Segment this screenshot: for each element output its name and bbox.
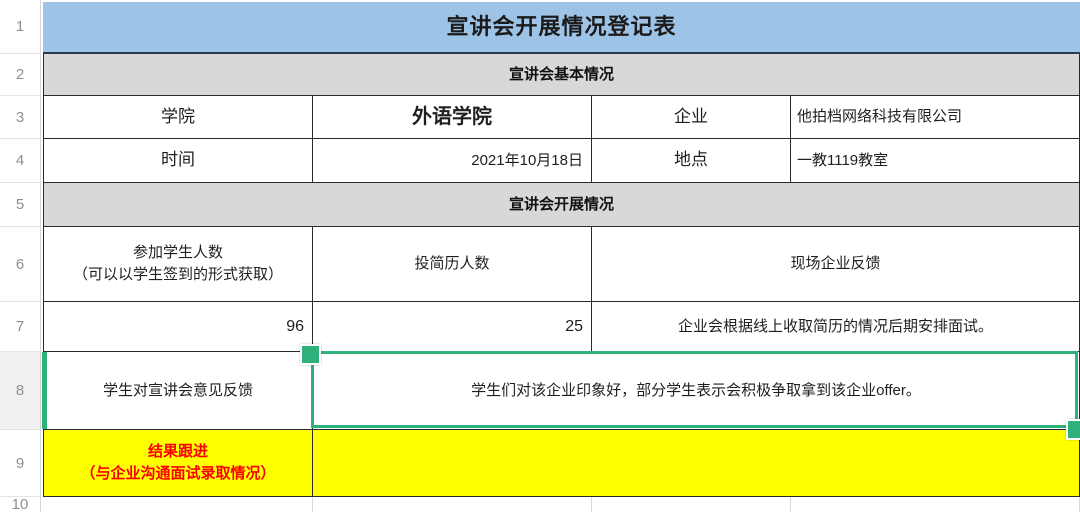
college-label-cell[interactable]: 学院	[43, 96, 313, 139]
result-label-cell[interactable]: 结果跟进 （与企业沟通面试录取情况）	[43, 430, 313, 497]
form-title-cell[interactable]: 宣讲会开展情况登记表	[43, 2, 1080, 54]
row-header-10[interactable]: 10	[0, 496, 41, 512]
section2-header-cell[interactable]: 宣讲会开展情况	[43, 183, 1080, 227]
place-label: 地点	[674, 150, 708, 170]
row-header-5[interactable]: 5	[0, 183, 41, 227]
section1-header-cell[interactable]: 宣讲会基本情况	[43, 54, 1080, 96]
result-label-line1: 结果跟进	[147, 443, 208, 461]
resume-value-cell[interactable]: 25	[313, 302, 592, 352]
opinion-value-cell[interactable]: 学生们对该企业印象好，部分学生表示会积极争取拿到该企业offer。	[313, 352, 1080, 430]
section1-header-label: 宣讲会基本情况	[508, 65, 614, 83]
place-value-cell[interactable]: 一教1119教室	[791, 139, 1080, 183]
opinion-label: 学生对宣讲会意见反馈	[102, 381, 253, 399]
college-value-cell[interactable]: 外语学院	[313, 96, 592, 139]
company-value-cell[interactable]: 他拍档网络科技有限公司	[791, 96, 1080, 139]
time-label: 时间	[161, 150, 195, 170]
place-label-cell[interactable]: 地点	[592, 139, 791, 183]
college-label: 学院	[161, 106, 195, 126]
selection-handle-bottom-right[interactable]	[1066, 419, 1080, 440]
form-title: 宣讲会开展情况登记表	[446, 14, 677, 40]
row-header-6[interactable]: 6	[0, 227, 41, 302]
company-label-cell[interactable]: 企业	[592, 96, 791, 139]
result-value-cell[interactable]	[313, 430, 1080, 497]
row-header-9[interactable]: 9	[0, 430, 41, 497]
feedback-value: 企业会根据线上收取简历的情况后期安排面试。	[677, 317, 993, 335]
empty-cell-b10[interactable]	[313, 497, 592, 512]
attend-header-cell[interactable]: 参加学生人数 （可以以学生签到的形式获取）	[43, 227, 313, 302]
attend-value-cell[interactable]: 96	[43, 302, 313, 352]
resume-header-cell[interactable]: 投简历人数	[313, 227, 592, 302]
place-value: 一教1119教室	[797, 151, 889, 169]
row-header-8[interactable]: 8	[0, 352, 41, 430]
company-label: 企业	[674, 106, 708, 126]
attend-header-line1: 参加学生人数	[132, 244, 223, 262]
feedback-header: 现场企业反馈	[790, 255, 881, 273]
result-label-line2: （与企业沟通面试录取情况）	[80, 465, 276, 482]
time-label-cell[interactable]: 时间	[43, 139, 313, 183]
time-value: 2021年10月18日	[471, 151, 583, 169]
selection-handle-top-left[interactable]	[300, 344, 321, 365]
empty-cell-c10[interactable]	[592, 497, 791, 512]
attend-header-line2: （可以以学生签到的形式获取）	[72, 266, 283, 283]
row-header-3[interactable]: 3	[0, 96, 41, 139]
section2-header-label: 宣讲会开展情况	[508, 195, 614, 213]
company-value: 他拍档网络科技有限公司	[797, 108, 963, 126]
opinion-label-cell[interactable]: 学生对宣讲会意见反馈	[43, 352, 313, 430]
row-header-1[interactable]: 1	[0, 0, 41, 54]
resume-header: 投简历人数	[414, 255, 490, 273]
opinion-value: 学生们对该企业印象好，部分学生表示会积极争取拿到该企业offer。	[471, 381, 921, 399]
time-value-cell[interactable]: 2021年10月18日	[313, 139, 592, 183]
row-header-2[interactable]: 2	[0, 54, 41, 96]
feedback-header-cell[interactable]: 现场企业反馈	[592, 227, 1080, 302]
row-header-4[interactable]: 4	[0, 139, 41, 183]
row-8-selection-accent	[42, 352, 47, 429]
resume-value: 25	[565, 317, 583, 335]
attend-value: 96	[286, 317, 304, 335]
college-value: 外语学院	[412, 105, 492, 128]
row-header-7[interactable]: 7	[0, 302, 41, 352]
empty-cell-d10[interactable]	[791, 497, 1080, 512]
feedback-value-cell[interactable]: 企业会根据线上收取简历的情况后期安排面试。	[592, 302, 1080, 352]
empty-cell-a10[interactable]	[43, 497, 313, 512]
